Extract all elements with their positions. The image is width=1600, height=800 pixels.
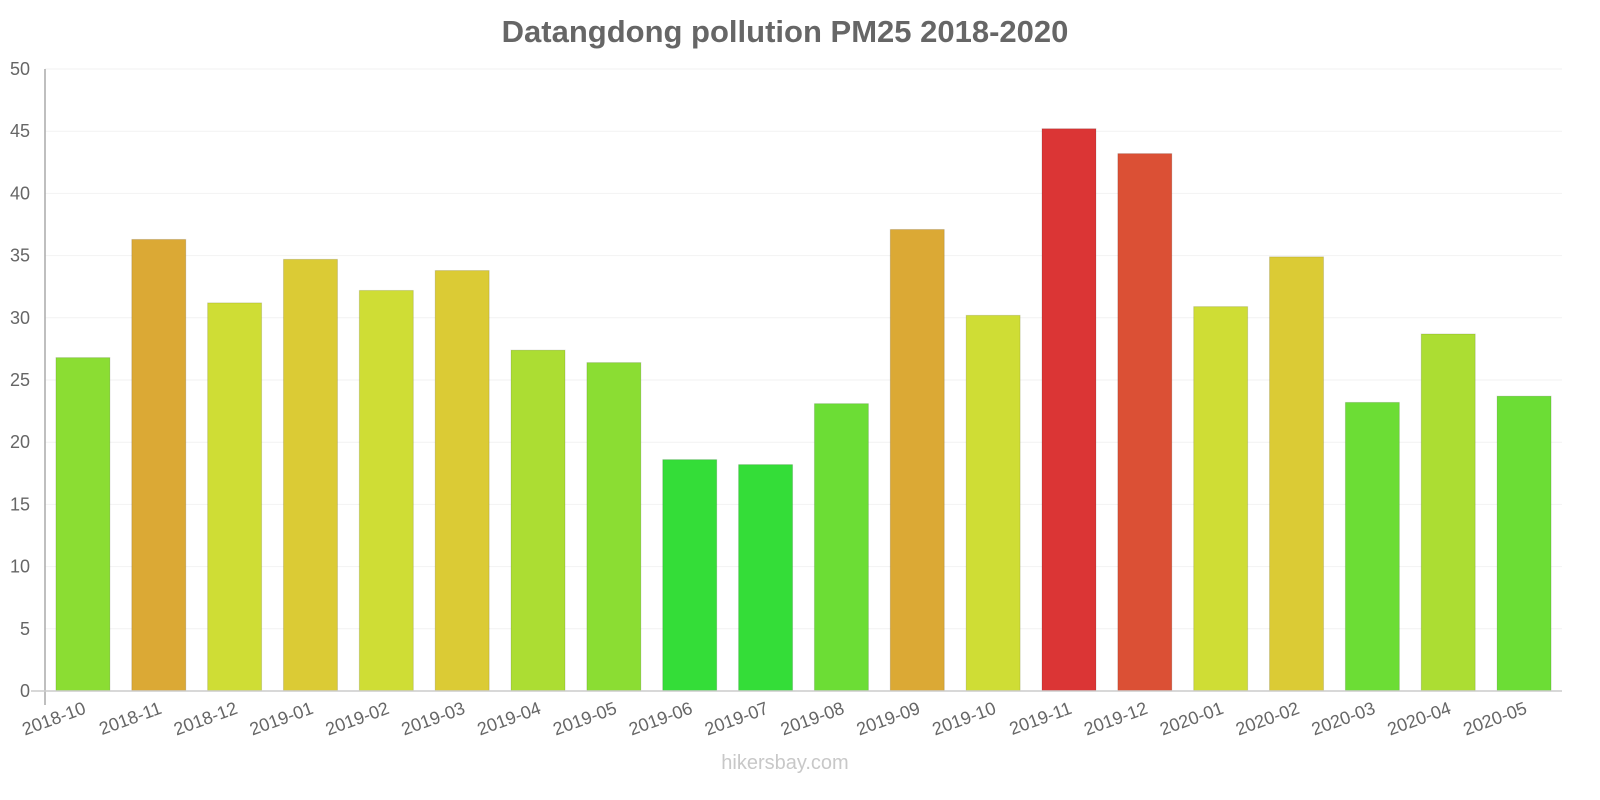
x-tick-label: 2020-05 xyxy=(1461,698,1530,739)
bar-2018-12 xyxy=(207,302,263,692)
x-tick-label: 2019-01 xyxy=(247,698,316,739)
bar-2019-02 xyxy=(358,289,414,692)
x-tick-label: 2019-09 xyxy=(854,698,923,739)
bar-2019-01 xyxy=(282,258,338,692)
bar-2019-11 xyxy=(1041,128,1097,692)
x-tick-label: 2018-11 xyxy=(96,698,164,739)
x-tick-label: 2020-04 xyxy=(1385,698,1454,739)
bar-2018-10 xyxy=(55,357,111,692)
y-tick-label: 15 xyxy=(10,494,30,514)
bar-2019-06 xyxy=(662,459,718,692)
bar-2020-03 xyxy=(1344,401,1400,692)
bar-2019-07 xyxy=(738,464,794,692)
y-tick-label: 50 xyxy=(10,59,30,79)
y-tick-label: 30 xyxy=(10,308,30,328)
x-tick-label: 2019-02 xyxy=(323,698,392,739)
y-tick-label: 10 xyxy=(10,557,30,577)
x-tick-label: 2020-01 xyxy=(1157,698,1226,739)
x-tick-label: 2020-02 xyxy=(1233,698,1302,739)
x-tick-label: 2019-11 xyxy=(1007,698,1075,739)
x-tick-label: 2019-06 xyxy=(626,698,695,739)
bar-2020-01 xyxy=(1193,306,1249,692)
x-tick-label: 2019-03 xyxy=(399,698,468,739)
x-tick-label: 2019-12 xyxy=(1081,698,1150,739)
y-tick-label: 35 xyxy=(10,246,30,266)
y-tick-label: 25 xyxy=(10,370,30,390)
x-tick-label: 2020-03 xyxy=(1309,698,1378,739)
bar-2019-12 xyxy=(1117,153,1173,692)
bar-2019-09 xyxy=(889,228,945,692)
bar-2019-03 xyxy=(434,270,490,692)
x-tick-label: 2019-05 xyxy=(550,698,619,739)
chart-title: Datangdong pollution PM25 2018-2020 xyxy=(501,14,1069,49)
bar-2020-02 xyxy=(1269,256,1325,692)
x-tick-label: 2018-10 xyxy=(19,698,88,739)
bar-2019-04 xyxy=(510,349,566,692)
y-tick-label: 20 xyxy=(10,432,30,452)
watermark: hikersbay.com xyxy=(721,752,849,774)
x-tick-label: 2019-07 xyxy=(702,698,771,739)
bar-2020-05 xyxy=(1496,395,1552,692)
bar-2019-05 xyxy=(586,362,642,692)
y-tick-label: 0 xyxy=(20,681,30,701)
bar-2020-04 xyxy=(1420,333,1476,692)
y-tick-label: 5 xyxy=(20,619,30,639)
bar-2019-10 xyxy=(965,314,1021,692)
x-tick-label: 2019-08 xyxy=(778,698,847,739)
y-tick-label: 40 xyxy=(10,183,30,203)
x-tick-label: 2019-10 xyxy=(930,698,999,739)
x-tick-label: 2019-04 xyxy=(474,698,543,739)
x-tick-label: 2018-12 xyxy=(171,698,240,739)
bar-2018-11 xyxy=(131,238,187,692)
y-tick-label: 45 xyxy=(10,121,30,141)
bar-2019-08 xyxy=(813,403,869,692)
